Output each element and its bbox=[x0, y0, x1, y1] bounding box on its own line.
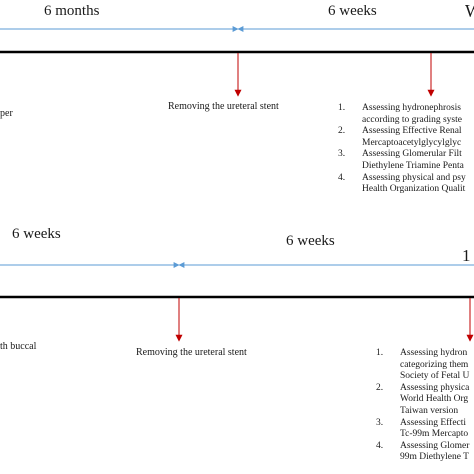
top-assessment-text: according to grading syste bbox=[362, 114, 462, 125]
top-assessment-item: 1. Assessing hydronephrosis according to… bbox=[338, 103, 466, 126]
bottom-assessment-number: 2. bbox=[376, 382, 384, 393]
top-assessment-text: Assessing Glomerular Filt bbox=[362, 149, 462, 160]
top-assessment-number: 3. bbox=[338, 149, 346, 160]
bottom-assessment-text: Assessing hydron bbox=[400, 348, 468, 358]
bottom-assessment-number: 1. bbox=[376, 348, 384, 358]
top-assessment-text: Assessing hydronephrosis bbox=[362, 103, 461, 113]
top-left-note: per bbox=[0, 108, 13, 119]
bottom-assessment-item: 4. Assessing Glomer 99m Diethylene T bbox=[376, 441, 469, 464]
bottom-assessment-item: 2. Assessing physica World Health Org Ta… bbox=[376, 383, 469, 418]
bottom-stent-event-label: Removing the ureteral stent bbox=[136, 347, 247, 358]
bottom-assessment-text: Assessing physica bbox=[400, 382, 470, 393]
top-assessment-text: Assessing Effective Renal bbox=[362, 126, 462, 137]
top-assessment-number: 4. bbox=[338, 172, 346, 183]
bottom-period-2-label: 6 weeks bbox=[286, 233, 335, 249]
top-edge-label: W bbox=[465, 1, 474, 21]
bottom-assessment-text: Society of Fetal U bbox=[400, 371, 470, 382]
bottom-assessment-text: Assessing Glomer bbox=[400, 440, 470, 451]
top-assessment-item: 4. Assessing physical and psy Health Org… bbox=[338, 173, 466, 196]
top-stent-event-label: Removing the ureteral stent bbox=[168, 101, 279, 112]
bottom-assessment-text: Assessing Effecti bbox=[400, 417, 467, 428]
bottom-assessment-text: categorizing them bbox=[400, 359, 469, 370]
bottom-assessment-list: 1. Assessing hydron categorizing them So… bbox=[376, 348, 469, 464]
top-assessment-text: Assessing physical and psy bbox=[362, 172, 466, 183]
top-assessment-text: Mercaptoacetylglycylglyc bbox=[362, 137, 462, 148]
bottom-assessment-text: World Health Org bbox=[400, 394, 469, 405]
bottom-edge-label: 1 bbox=[462, 246, 471, 265]
top-assessment-item: 3. Assessing Glomerular Filt Diethylene … bbox=[338, 149, 466, 172]
bottom-assessment-text: 99m Diethylene T bbox=[400, 452, 469, 463]
top-assessment-item: 2. Assessing Effective Renal Mercaptoace… bbox=[338, 126, 466, 149]
top-assessment-list: 1. Assessing hydronephrosis according to… bbox=[338, 103, 466, 196]
bottom-assessment-item: 3. Assessing Effecti Tc-99m Mercapto bbox=[376, 418, 469, 441]
top-assessment-number: 1. bbox=[338, 103, 346, 113]
bottom-period-1-label: 6 weeks bbox=[12, 226, 61, 242]
top-period-2-label: 6 weeks bbox=[328, 3, 377, 19]
bottom-assessment-number: 4. bbox=[376, 440, 384, 451]
top-assessment-number: 2. bbox=[338, 126, 346, 137]
top-period-1-label: 6 months bbox=[44, 3, 100, 19]
bottom-assessment-number: 3. bbox=[376, 417, 384, 428]
bottom-assessment-text: Taiwan version bbox=[400, 405, 459, 416]
top-assessment-text: Health Organization Qualit bbox=[362, 184, 466, 195]
bottom-assessment-text: Tc-99m Mercapto bbox=[400, 429, 469, 440]
bottom-left-note: th buccal bbox=[0, 341, 37, 352]
bottom-assessment-item: 1. Assessing hydron categorizing them So… bbox=[376, 348, 469, 383]
top-assessment-text: Diethylene Triamine Penta bbox=[362, 160, 464, 171]
